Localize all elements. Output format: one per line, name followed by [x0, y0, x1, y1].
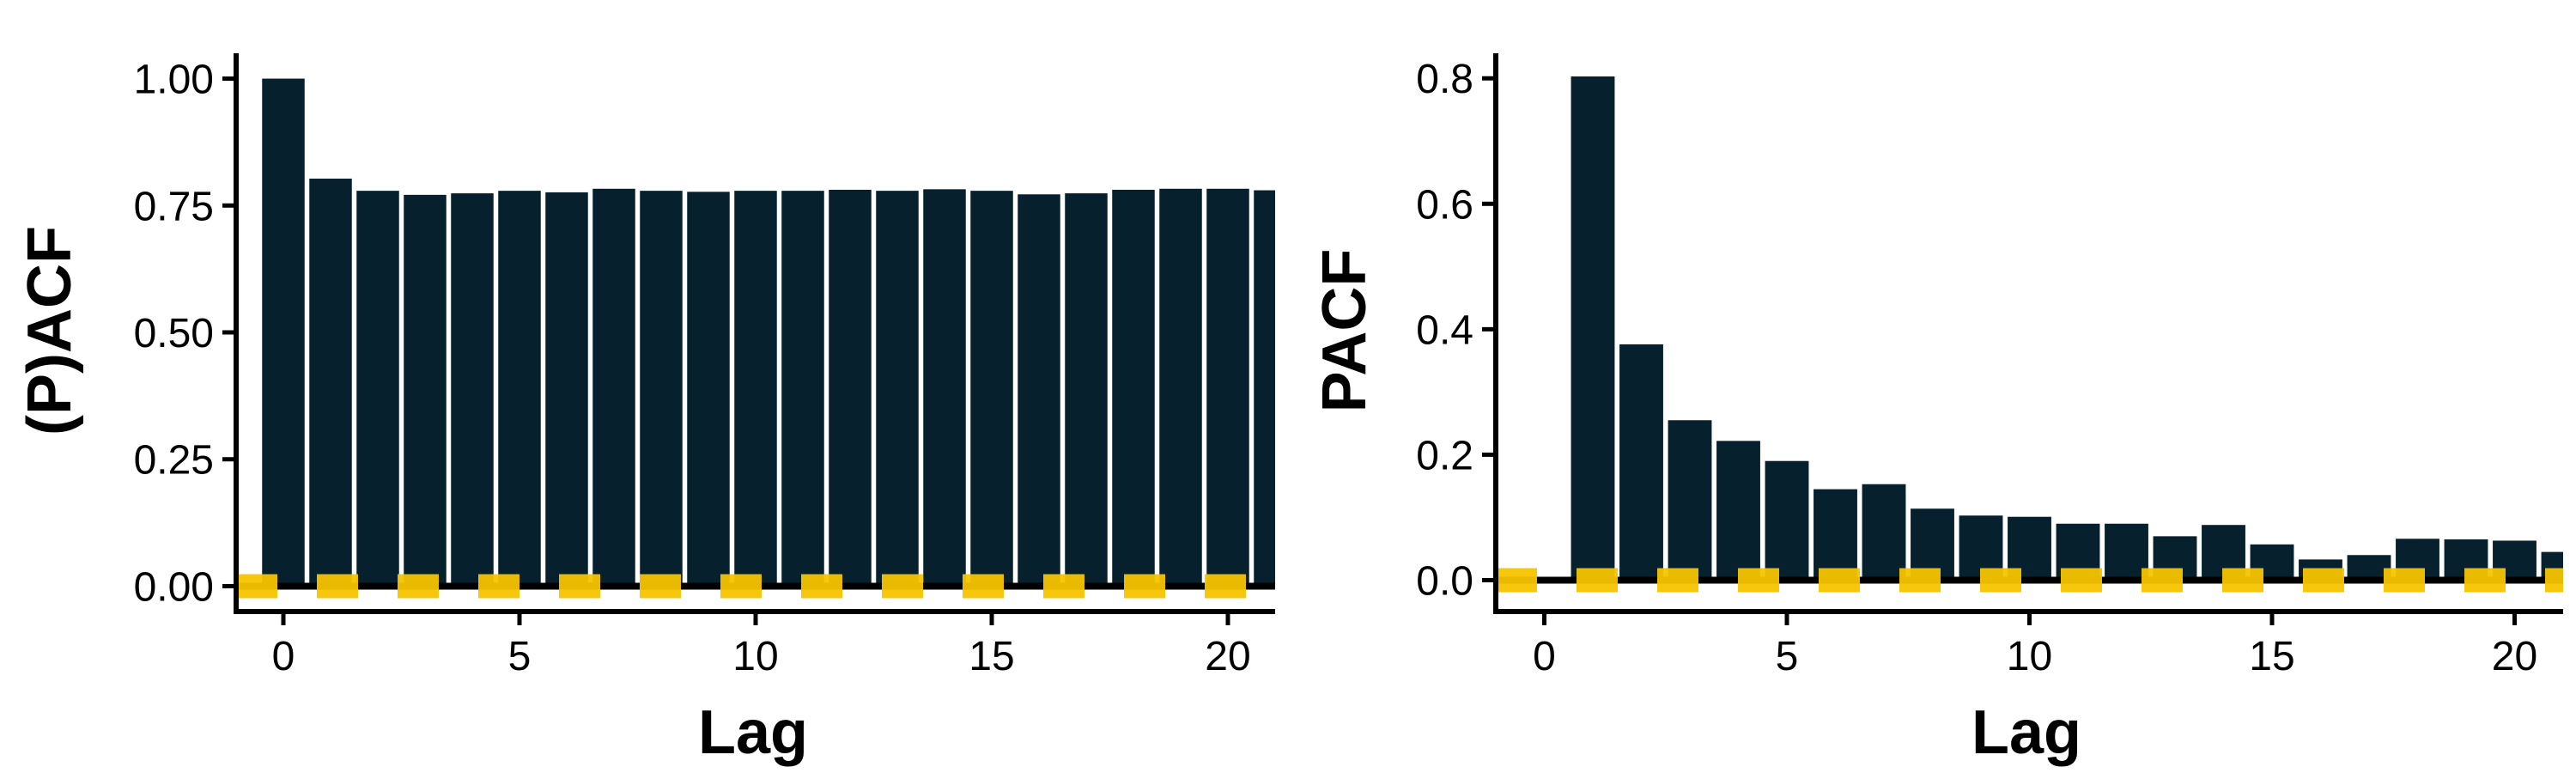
- acf-bar: [923, 189, 966, 587]
- acf-y-axis-title: (P)ACF: [15, 226, 84, 435]
- pacf-x-tick-label: 15: [2249, 634, 2294, 679]
- acf-bar: [970, 191, 1013, 587]
- pacf-panel: PACF Lag 0.0 0.2 0.4 0.6 0.8 0 5 10 15 20: [1310, 53, 2563, 767]
- acf-x-tick-label: 10: [732, 634, 778, 679]
- acf-bar: [309, 178, 352, 587]
- pacf-bar: [1814, 489, 1857, 581]
- acf-x-tick-label: 5: [508, 634, 532, 679]
- acf-panel: (P)ACF Lag 0.00 0.25 0.50 0.75 1.00 0 5 10 15 20: [15, 53, 1275, 767]
- pacf-y-axis-title: PACF: [1310, 249, 1379, 413]
- acf-bar: [876, 191, 919, 587]
- acf-y-tick-label: 0.25: [134, 438, 214, 484]
- acf-bar: [781, 191, 824, 587]
- pacf-y-tick-label: 0.8: [1416, 57, 1473, 102]
- acf-bar: [1112, 189, 1155, 587]
- acf-bar: [262, 78, 305, 587]
- acf-y-tick-label: 0.00: [134, 564, 214, 610]
- pacf-x-axis-title: Lag: [1971, 698, 2081, 767]
- pacf-y-tick-label: 0.2: [1416, 433, 1473, 478]
- acf-y-tick-label: 0.75: [134, 184, 214, 229]
- pacf-bar: [1765, 460, 1809, 581]
- pacf-bar: [2347, 555, 2391, 581]
- pacf-bar: [1668, 420, 1712, 581]
- acf-bar: [356, 191, 399, 587]
- acf-bar: [734, 191, 777, 587]
- pacf-y-tick-label: 0.0: [1416, 558, 1473, 604]
- pacf-y-tick-label: 0.4: [1416, 307, 1473, 353]
- acf-bar: [498, 191, 541, 587]
- pacf-bar: [1716, 441, 1760, 581]
- acf-bar: [1065, 193, 1108, 587]
- acf-x-tick-label: 0: [272, 634, 295, 679]
- pacf-x-tick-label: 0: [1533, 634, 1556, 679]
- acf-y-tick-label: 1.00: [134, 58, 214, 103]
- acf-bar: [1254, 190, 1275, 587]
- pacf-x-tick-label: 5: [1776, 634, 1799, 679]
- acf-bar: [687, 192, 730, 587]
- acf-x-tick-label: 20: [1205, 634, 1250, 679]
- acf-bar: [592, 188, 635, 587]
- pacf-y-tick-label: 0.6: [1416, 182, 1473, 228]
- acf-bar: [829, 189, 872, 587]
- acf-y-tick-label: 0.50: [134, 311, 214, 356]
- pacf-bar: [1862, 484, 1906, 581]
- acf-x-tick-label: 15: [969, 634, 1014, 679]
- pacf-x-tick-label: 10: [2007, 634, 2052, 679]
- pacf-bar: [1571, 76, 1615, 581]
- pacf-bar: [1619, 344, 1663, 581]
- acf-bar: [545, 192, 588, 587]
- acf-bar: [1159, 188, 1202, 587]
- pacf-bar: [2105, 523, 2148, 581]
- acf-bar: [451, 193, 494, 587]
- acf-x-axis-title: Lag: [698, 698, 808, 767]
- acf-bar: [1206, 188, 1249, 587]
- acf-bar: [640, 191, 683, 587]
- acf-bar: [1018, 194, 1060, 587]
- pacf-x-tick-label: 20: [2492, 634, 2537, 679]
- acf-bar: [404, 194, 447, 587]
